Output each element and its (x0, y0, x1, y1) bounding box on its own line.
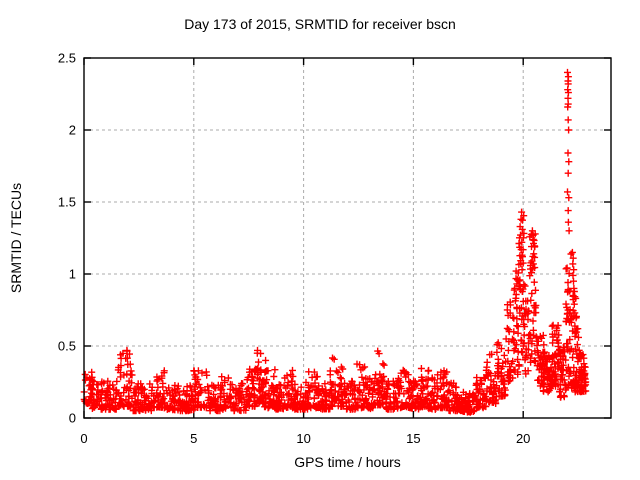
y-tick-label: 0 (69, 411, 76, 426)
srmtid-scatter-series (80, 68, 590, 416)
x-tick-label: 5 (190, 431, 197, 446)
x-tick-label: 20 (516, 431, 530, 446)
x-axis-label: GPS time / hours (294, 454, 401, 470)
chart-title: Day 173 of 2015, SRMTID for receiver bsc… (184, 16, 456, 32)
y-tick-label: 2 (69, 123, 76, 138)
x-tick-labels: 0 5 10 15 20 (80, 431, 530, 446)
plot-border (83, 57, 612, 419)
x-tick-label: 0 (80, 431, 87, 446)
x-tick-label: 15 (406, 431, 420, 446)
data-points (80, 68, 590, 416)
y-tick-label: 2.5 (58, 51, 76, 66)
x-tick-label: 10 (296, 431, 310, 446)
y-tick-label: 1.5 (58, 195, 76, 210)
y-tick-label: 1 (69, 267, 76, 282)
y-tick-label: 0.5 (58, 339, 76, 354)
y-tick-labels: 0 0.5 1 1.5 2 2.5 (58, 51, 76, 426)
